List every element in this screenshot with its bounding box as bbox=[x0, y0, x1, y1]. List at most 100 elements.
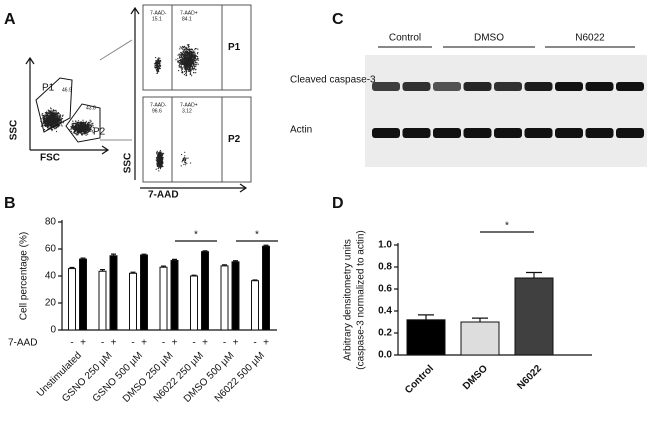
cell-dot bbox=[81, 125, 82, 126]
cell-dot bbox=[183, 52, 184, 53]
cell-dot bbox=[184, 71, 185, 72]
cell-dot bbox=[91, 124, 92, 125]
quadrant-percent: 84.1 bbox=[182, 16, 192, 22]
cell-dot bbox=[177, 58, 178, 59]
group-label: Control bbox=[389, 33, 421, 44]
cell-dot bbox=[57, 122, 58, 123]
series-sign: - bbox=[192, 338, 195, 349]
cell-dot bbox=[48, 118, 49, 119]
cell-dot bbox=[186, 51, 187, 52]
bar bbox=[171, 260, 178, 330]
cell-dot bbox=[85, 122, 86, 123]
cell-dot bbox=[55, 112, 56, 113]
cell-dot bbox=[84, 128, 85, 129]
cell-dot bbox=[183, 46, 184, 47]
x-tick-label: N6022 bbox=[515, 363, 544, 392]
y-axis-title: Cell percentage (%) bbox=[19, 232, 30, 320]
cell-dot bbox=[196, 64, 197, 65]
cell-dot bbox=[57, 113, 58, 114]
cell-dot bbox=[182, 63, 183, 64]
cell-dot bbox=[185, 56, 186, 57]
bar bbox=[141, 255, 148, 330]
cell-dot bbox=[45, 124, 46, 125]
cell-dot bbox=[91, 126, 92, 127]
cell-dot bbox=[76, 124, 77, 125]
cell-dot bbox=[187, 55, 188, 56]
cell-dot bbox=[182, 61, 183, 62]
cell-dot bbox=[159, 156, 160, 157]
cell-dot bbox=[51, 115, 52, 116]
cell-dot bbox=[51, 121, 52, 122]
band bbox=[494, 128, 522, 138]
cell-dot bbox=[182, 72, 183, 73]
cell-dot bbox=[192, 54, 193, 55]
cell-dot bbox=[183, 64, 184, 65]
cell-dot bbox=[48, 113, 49, 114]
axis bbox=[131, 8, 246, 192]
cell-dot bbox=[46, 123, 47, 124]
cell-dot bbox=[196, 59, 197, 60]
cell-dot bbox=[50, 118, 51, 119]
y-tick-label: 0.6 bbox=[378, 284, 392, 295]
cell-dot bbox=[160, 153, 161, 154]
cell-dot bbox=[186, 48, 187, 49]
band bbox=[403, 128, 431, 138]
cell-dot bbox=[197, 49, 198, 50]
cell-dot bbox=[84, 126, 85, 127]
cell-dot bbox=[157, 156, 158, 157]
cell-dot bbox=[76, 122, 77, 123]
cell-dot bbox=[50, 125, 51, 126]
cell-dot bbox=[189, 59, 190, 60]
cell-dot bbox=[157, 161, 158, 162]
cell-dot bbox=[188, 64, 189, 65]
cell-dot bbox=[49, 116, 50, 117]
cell-dot bbox=[192, 57, 193, 58]
cell-dot bbox=[159, 68, 160, 69]
cell-dot bbox=[186, 163, 187, 164]
cell-dot bbox=[52, 112, 53, 113]
cell-dot bbox=[160, 154, 161, 155]
cell-dot bbox=[190, 162, 191, 163]
cell-dot bbox=[51, 130, 52, 131]
bar bbox=[110, 256, 117, 330]
cell-dot bbox=[44, 121, 45, 122]
cell-dot bbox=[59, 125, 60, 126]
cell-dot bbox=[42, 113, 43, 114]
cell-dot bbox=[61, 118, 62, 119]
series-sign: - bbox=[101, 338, 104, 349]
bar bbox=[191, 276, 198, 330]
cell-dot bbox=[45, 121, 46, 122]
cell-dot bbox=[156, 157, 157, 158]
cell-dot bbox=[45, 122, 46, 123]
cell-dot bbox=[197, 53, 198, 54]
cell-dot bbox=[195, 66, 196, 67]
cell-dot bbox=[183, 158, 184, 159]
cell-dot bbox=[62, 116, 63, 117]
cell-dot bbox=[193, 72, 194, 73]
bar bbox=[263, 246, 270, 330]
cell-dot bbox=[76, 127, 77, 128]
cell-dot bbox=[182, 67, 183, 68]
cell-dot bbox=[183, 60, 184, 61]
cell-dot bbox=[76, 134, 77, 135]
cell-dot bbox=[194, 66, 195, 67]
series-sign: + bbox=[233, 338, 239, 349]
cell-dot bbox=[183, 54, 184, 55]
cell-dot bbox=[156, 70, 157, 71]
cell-dot bbox=[58, 112, 59, 113]
y-tick-label: 40 bbox=[45, 271, 57, 282]
bar bbox=[99, 271, 106, 330]
bar bbox=[130, 273, 137, 330]
cell-dot bbox=[185, 53, 186, 54]
cell-dot bbox=[43, 118, 44, 119]
cell-dot bbox=[70, 126, 71, 127]
significance-star: * bbox=[255, 230, 259, 241]
cell-dot bbox=[195, 48, 196, 49]
cell-dot bbox=[46, 116, 47, 117]
cell-dot bbox=[53, 120, 54, 121]
cell-dot bbox=[162, 157, 163, 158]
cell-dot bbox=[55, 122, 56, 123]
cell-dot bbox=[187, 44, 188, 45]
band bbox=[433, 82, 461, 91]
